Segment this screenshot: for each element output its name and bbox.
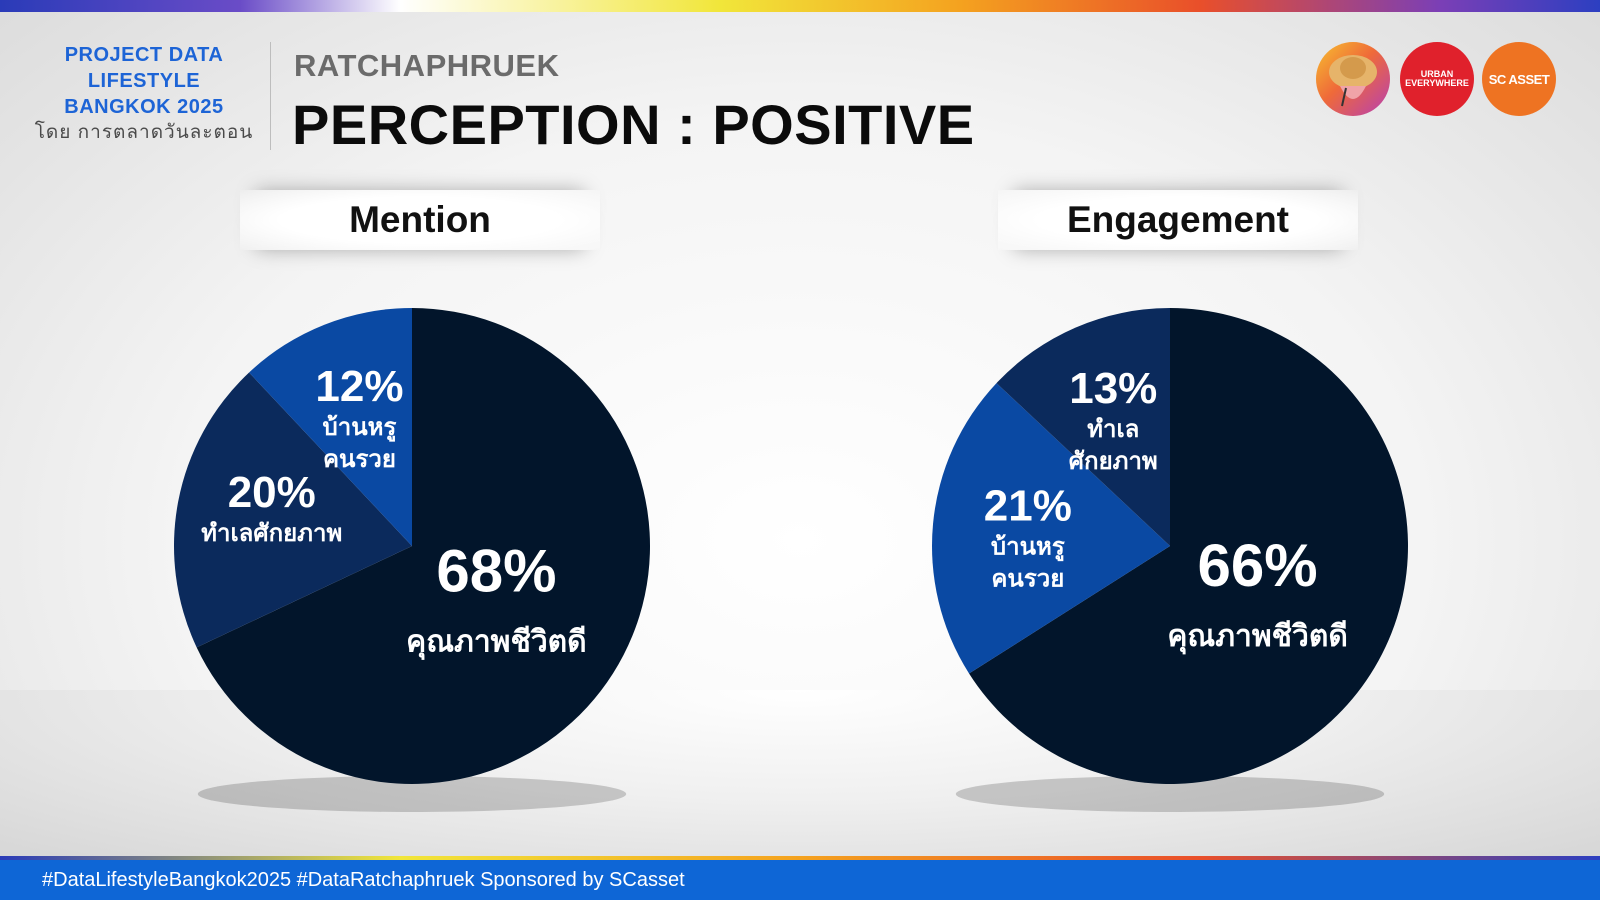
slice-percent-label: 20%	[228, 468, 316, 517]
brand-line-3: BANGKOK 2025	[64, 96, 224, 118]
engagement-header: Engagement	[998, 190, 1358, 250]
mention-pie: 68% คุณภาพชีวิตดี 20%ทำเลศักยภาพ 12%บ้านหรู…	[173, 308, 650, 812]
mascot-hat-icon	[1329, 55, 1377, 107]
logo-urban-text: URBAN	[1420, 69, 1454, 79]
mention-title: Mention	[349, 199, 491, 240]
scasset-logo: SC ASSET	[1482, 42, 1556, 116]
brand-block: PROJECT DATA LIFESTYLE BANGKOK 2025 โดย …	[34, 42, 254, 146]
slice-category-label: บ้านหรู	[323, 413, 397, 442]
slice-percent-label: 66%	[1198, 532, 1318, 599]
slice-category-label: คนรวย	[991, 565, 1064, 593]
pie-shadow	[197, 776, 627, 812]
pie-shadow	[955, 776, 1385, 812]
brand-line-1: PROJECT DATA	[64, 44, 224, 66]
slice-percent-label: 12%	[315, 362, 403, 411]
pie-slice	[996, 308, 1170, 546]
brand-line-2: LIFESTYLE	[87, 70, 201, 92]
engagement-chart: Engagement 66% คุณภาพชีวิตดี 21% บ้านหรูคนร…	[898, 180, 1458, 840]
pie-slice	[249, 308, 412, 546]
header-divider	[270, 42, 271, 150]
pie-slice	[196, 308, 650, 784]
top-gradient-stripe	[0, 0, 1600, 12]
pie-slice	[173, 372, 412, 648]
slice-category-label: คุณภาพชีวิตดี	[1167, 619, 1347, 655]
logo-everywhere-text: EVERYWHERE	[1405, 78, 1469, 88]
slice-category-label: ศักยภาพ	[1069, 447, 1158, 475]
location-kicker: RATCHAPHRUEK	[294, 48, 560, 83]
mention-chart: Mention 68% คุณภาพชีวิตดี 20% ทำเลศักยภาพ 12…	[140, 180, 700, 840]
slice-category-label: คนรวย	[323, 445, 396, 473]
engagement-pie: 66% คุณภาพชีวิตดี 21%บ้านหรูคนรวย 13%ทำเลศั…	[932, 308, 1408, 812]
slice-percent-label: 13%	[1069, 364, 1157, 413]
brand-subtitle: โดย การตลาดวันละตอน	[34, 122, 254, 143]
mention-header: Mention	[240, 190, 600, 250]
slice-category-label: คุณภาพชีวิตดี	[406, 625, 586, 661]
pie-slice	[969, 308, 1408, 784]
footer-stripe	[0, 856, 1600, 860]
slice-category-label: ทำเลศักยภาพ	[201, 519, 342, 547]
slice-percent-label: 21%	[984, 482, 1072, 531]
slice-percent-label: 68%	[436, 538, 556, 605]
slice-category-label: ทำเล	[1087, 415, 1139, 443]
urban-everywhere-logo: URBAN EVERYWHERE	[1400, 42, 1474, 116]
pie-slice	[932, 383, 1170, 674]
footer-hashtags: #DataLifestyleBangkok2025 #DataRatchaphr…	[0, 860, 1600, 900]
page-title: PERCEPTION : POSITIVE	[292, 93, 975, 156]
engagement-title: Engagement	[1066, 199, 1290, 240]
mascot-logo	[1316, 42, 1390, 116]
slice-category-label: บ้านหรู	[991, 533, 1065, 562]
